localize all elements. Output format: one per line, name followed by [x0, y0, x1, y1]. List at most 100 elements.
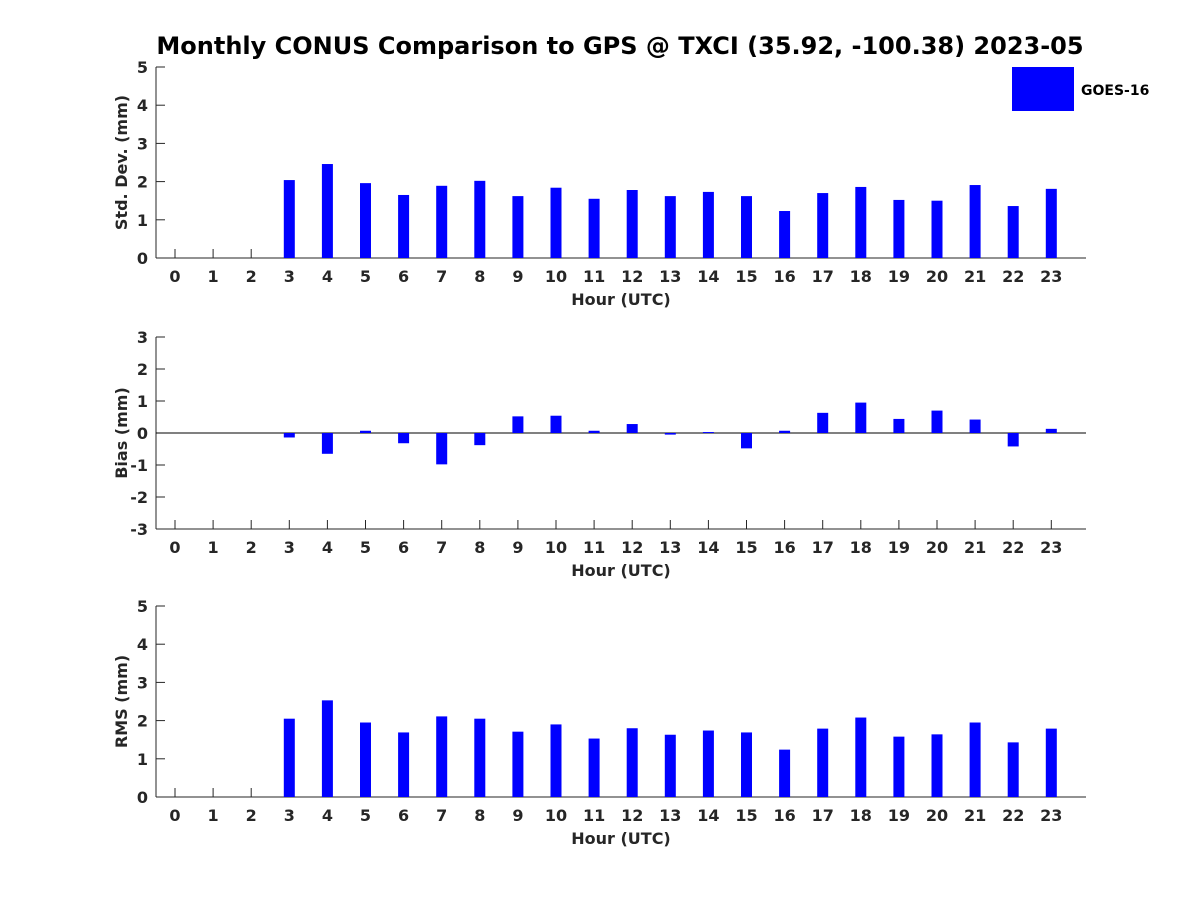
x-tick-label: 8: [474, 267, 485, 286]
y-tick-label: 3: [137, 673, 148, 692]
bar-bias-hour-3: [283, 433, 295, 438]
x-tick-label: 23: [1040, 538, 1062, 557]
x-tick-label: 13: [659, 538, 681, 557]
x-tick-label: 21: [964, 806, 986, 825]
x-tick-label: 19: [888, 806, 910, 825]
x-tick-label: 20: [926, 267, 948, 286]
x-tick-label: 11: [583, 267, 605, 286]
bar-rms-hour-14: [702, 730, 714, 797]
x-tick-label: 12: [621, 267, 643, 286]
x-tick-label: 14: [697, 538, 719, 557]
x-axis-label: Hour (UTC): [571, 829, 671, 848]
y-axis-label: RMS (mm): [112, 655, 131, 748]
x-tick-label: 23: [1040, 806, 1062, 825]
x-tick-label: 16: [773, 538, 795, 557]
bar-std-dev-hour-15: [741, 196, 752, 258]
x-tick-label: 10: [545, 806, 567, 825]
bar-std-dev-hour-20: [931, 200, 943, 258]
bar-bias-hour-23: [1045, 428, 1057, 433]
x-tick-label: 1: [208, 538, 219, 557]
x-tick-label: 12: [621, 538, 643, 557]
x-tick-label: 16: [773, 267, 795, 286]
x-tick-label: 22: [1002, 538, 1024, 557]
x-tick-label: 4: [322, 806, 333, 825]
bar-bias-hour-22: [1007, 433, 1019, 447]
x-tick-label: 9: [512, 538, 523, 557]
y-tick-label: 5: [137, 597, 148, 616]
x-tick-label: 8: [474, 538, 485, 557]
x-tick-label: 0: [169, 538, 180, 557]
x-tick-label: 18: [850, 267, 872, 286]
x-tick-label: 14: [697, 806, 719, 825]
bar-std-dev-hour-23: [1045, 188, 1057, 258]
x-tick-label: 11: [583, 538, 605, 557]
x-tick-label: 4: [322, 538, 333, 557]
y-tick-label: 3: [137, 134, 148, 153]
bar-bias-hour-21: [969, 419, 981, 433]
y-tick-label: -3: [130, 520, 148, 539]
bar-rms-hour-4: [321, 700, 333, 797]
bar-bias-hour-9: [512, 416, 524, 433]
bar-bias-hour-6: [398, 433, 410, 444]
x-tick-label: 13: [659, 806, 681, 825]
legend-swatch: [1012, 67, 1074, 111]
bar-bias-hour-16: [779, 430, 791, 433]
bar-bias-hour-4: [321, 433, 333, 454]
x-tick-label: 3: [284, 806, 295, 825]
bar-rms-hour-12: [626, 728, 638, 797]
bar-std-dev-hour-11: [588, 198, 600, 258]
bar-std-dev-hour-8: [474, 180, 486, 258]
x-tick-label: 20: [926, 538, 948, 557]
bar-std-dev-hour-3: [283, 180, 295, 258]
y-tick-label: 0: [137, 249, 148, 268]
bar-std-dev-hour-13: [664, 196, 676, 258]
bar-bias-hour-11: [588, 430, 600, 433]
x-tick-label: 17: [812, 538, 834, 557]
y-tick-label: 2: [137, 360, 148, 379]
bar-rms-hour-10: [550, 724, 562, 797]
y-tick-label: 0: [137, 424, 148, 443]
bar-std-dev-hour-16: [779, 211, 791, 258]
bar-std-dev-hour-21: [969, 185, 981, 258]
x-tick-label: 18: [850, 806, 872, 825]
x-tick-label: 21: [964, 538, 986, 557]
bar-rms-hour-16: [779, 749, 791, 797]
bar-std-dev-hour-14: [702, 191, 714, 258]
x-tick-label: 22: [1002, 267, 1024, 286]
x-tick-label: 8: [474, 806, 485, 825]
y-axis-label: Std. Dev. (mm): [112, 95, 131, 230]
x-tick-label: 2: [246, 267, 257, 286]
y-tick-label: 4: [137, 96, 148, 115]
bar-std-dev-hour-18: [855, 186, 867, 258]
bar-rms-hour-19: [893, 736, 905, 797]
x-tick-label: 23: [1040, 267, 1062, 286]
x-tick-label: 5: [360, 267, 371, 286]
y-tick-label: 1: [137, 211, 148, 230]
bar-rms-hour-13: [664, 734, 676, 797]
x-tick-label: 15: [735, 806, 757, 825]
x-tick-label: 5: [360, 806, 371, 825]
bar-bias-hour-7: [436, 433, 448, 465]
x-axis-label: Hour (UTC): [571, 561, 671, 580]
bar-bias-hour-5: [360, 430, 371, 433]
legend-label: GOES-16: [1081, 83, 1149, 99]
x-tick-label: 3: [284, 267, 295, 286]
x-tick-label: 7: [436, 538, 447, 557]
bar-bias-hour-20: [931, 410, 943, 433]
bar-bias-hour-15: [741, 433, 752, 449]
x-tick-label: 22: [1002, 806, 1024, 825]
y-tick-label: -1: [130, 456, 148, 475]
x-tick-label: 10: [545, 538, 567, 557]
y-tick-label: 0: [137, 788, 148, 807]
x-tick-label: 2: [246, 538, 257, 557]
x-tick-label: 5: [360, 538, 371, 557]
x-tick-label: 1: [208, 267, 219, 286]
bar-rms-hour-11: [588, 738, 600, 797]
x-tick-label: 7: [436, 806, 447, 825]
x-tick-label: 15: [735, 267, 757, 286]
x-tick-label: 0: [169, 806, 180, 825]
